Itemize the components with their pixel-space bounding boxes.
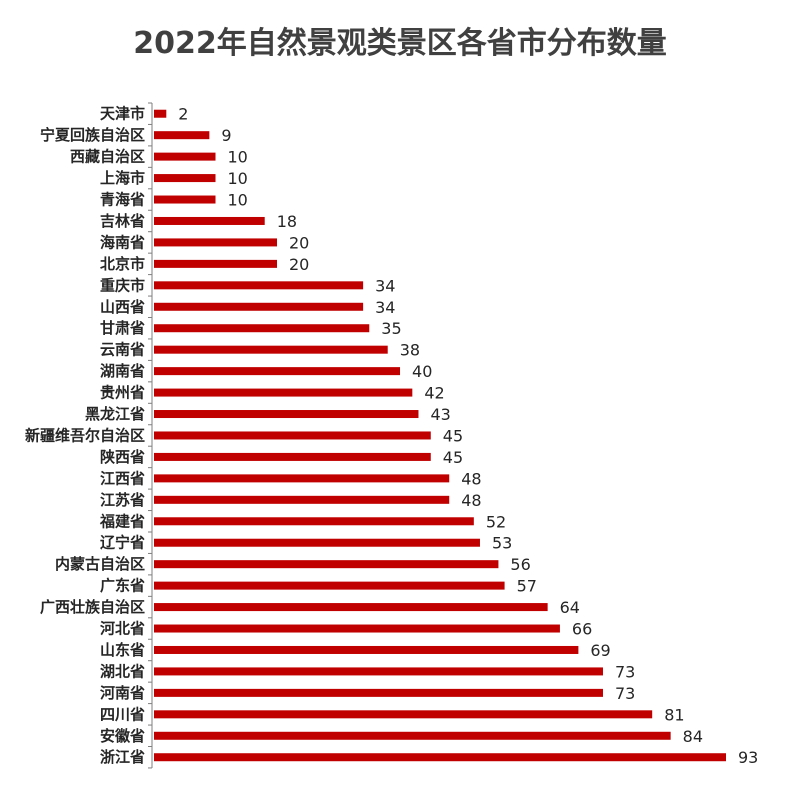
category-label: 江苏省	[100, 491, 145, 509]
bar	[154, 581, 505, 590]
category-label: 浙江省	[100, 748, 145, 766]
category-label: 山东省	[100, 641, 145, 659]
category-label: 宁夏回族自治区	[40, 126, 145, 144]
category-label: 西藏自治区	[70, 148, 145, 166]
category-label: 贵州省	[100, 384, 145, 402]
data-label: 48	[461, 491, 481, 510]
bar	[154, 560, 499, 569]
data-label: 10	[228, 148, 248, 167]
bar	[154, 216, 265, 225]
bar	[154, 753, 726, 762]
category-label: 四川省	[100, 705, 145, 723]
category-label: 福建省	[99, 512, 145, 530]
bar	[154, 624, 560, 633]
category-label: 安徽省	[100, 727, 145, 745]
bar	[154, 517, 474, 526]
data-label: 53	[492, 534, 512, 553]
bar	[154, 710, 653, 719]
data-label: 48	[461, 469, 481, 488]
data-label: 43	[430, 405, 450, 424]
data-label: 84	[683, 727, 703, 746]
bar	[154, 538, 480, 547]
category-label: 海南省	[100, 233, 145, 251]
data-label: 38	[400, 341, 420, 360]
data-label: 73	[615, 684, 635, 703]
bar	[154, 259, 278, 268]
bar	[154, 152, 216, 161]
bar	[154, 431, 431, 440]
data-label: 34	[375, 276, 395, 295]
category-label: 青海省	[100, 191, 145, 209]
bar	[154, 238, 278, 247]
data-label: 2	[178, 105, 188, 124]
data-label: 45	[443, 448, 463, 467]
bar	[154, 367, 401, 376]
bar	[154, 603, 548, 612]
category-label: 江西省	[100, 469, 145, 487]
data-label: 93	[738, 748, 758, 767]
bar	[154, 645, 579, 654]
bar	[154, 281, 364, 290]
category-label: 北京市	[100, 255, 145, 273]
category-label: 重庆市	[100, 276, 145, 294]
bar	[154, 667, 603, 676]
data-label: 81	[664, 705, 684, 724]
data-label: 42	[424, 384, 444, 403]
category-label: 陕西省	[100, 448, 145, 466]
bar	[154, 302, 364, 311]
data-label: 57	[517, 577, 537, 596]
data-label: 52	[486, 512, 506, 531]
data-label: 18	[277, 212, 297, 231]
data-label: 34	[375, 298, 395, 317]
bar	[154, 388, 413, 397]
bar	[154, 324, 370, 333]
bar	[154, 174, 216, 183]
bar	[154, 495, 450, 504]
data-label: 9	[221, 126, 231, 145]
category-label: 河北省	[100, 620, 145, 638]
category-label: 云南省	[100, 341, 145, 359]
data-label: 20	[289, 233, 309, 252]
chart-title: 2022年自然景观类景区各省市分布数量	[133, 26, 667, 61]
category-label: 黑龙江省	[85, 405, 145, 423]
bar	[154, 731, 671, 740]
category-label: 广西壮族自治区	[40, 598, 145, 616]
category-label: 上海市	[100, 169, 145, 187]
bar	[154, 131, 210, 140]
data-label: 64	[560, 598, 580, 617]
category-label: 湖南省	[100, 362, 145, 380]
category-label: 河南省	[100, 684, 145, 702]
bar	[154, 474, 450, 483]
category-label: 吉林省	[100, 212, 145, 230]
bar	[154, 688, 603, 697]
data-label: 10	[228, 169, 248, 188]
data-label: 56	[510, 555, 530, 574]
category-label: 内蒙古自治区	[55, 555, 145, 573]
category-label: 湖北省	[100, 662, 145, 680]
data-label: 40	[412, 362, 432, 381]
bar	[154, 195, 216, 204]
data-label: 45	[443, 426, 463, 445]
category-label: 新疆维吾尔自治区	[25, 426, 145, 444]
category-label: 辽宁省	[100, 534, 145, 552]
category-label: 天津市	[100, 105, 145, 123]
bar	[154, 410, 419, 419]
bar	[154, 452, 431, 461]
bar	[154, 345, 388, 354]
bar	[154, 109, 167, 118]
data-label: 10	[228, 191, 248, 210]
data-label: 73	[615, 662, 635, 681]
category-label: 山西省	[100, 298, 145, 316]
data-label: 20	[289, 255, 309, 274]
data-label: 69	[590, 641, 610, 660]
data-label: 35	[381, 319, 401, 338]
category-label: 广东省	[100, 577, 145, 595]
category-label: 甘肃省	[100, 319, 145, 337]
data-label: 66	[572, 620, 592, 639]
